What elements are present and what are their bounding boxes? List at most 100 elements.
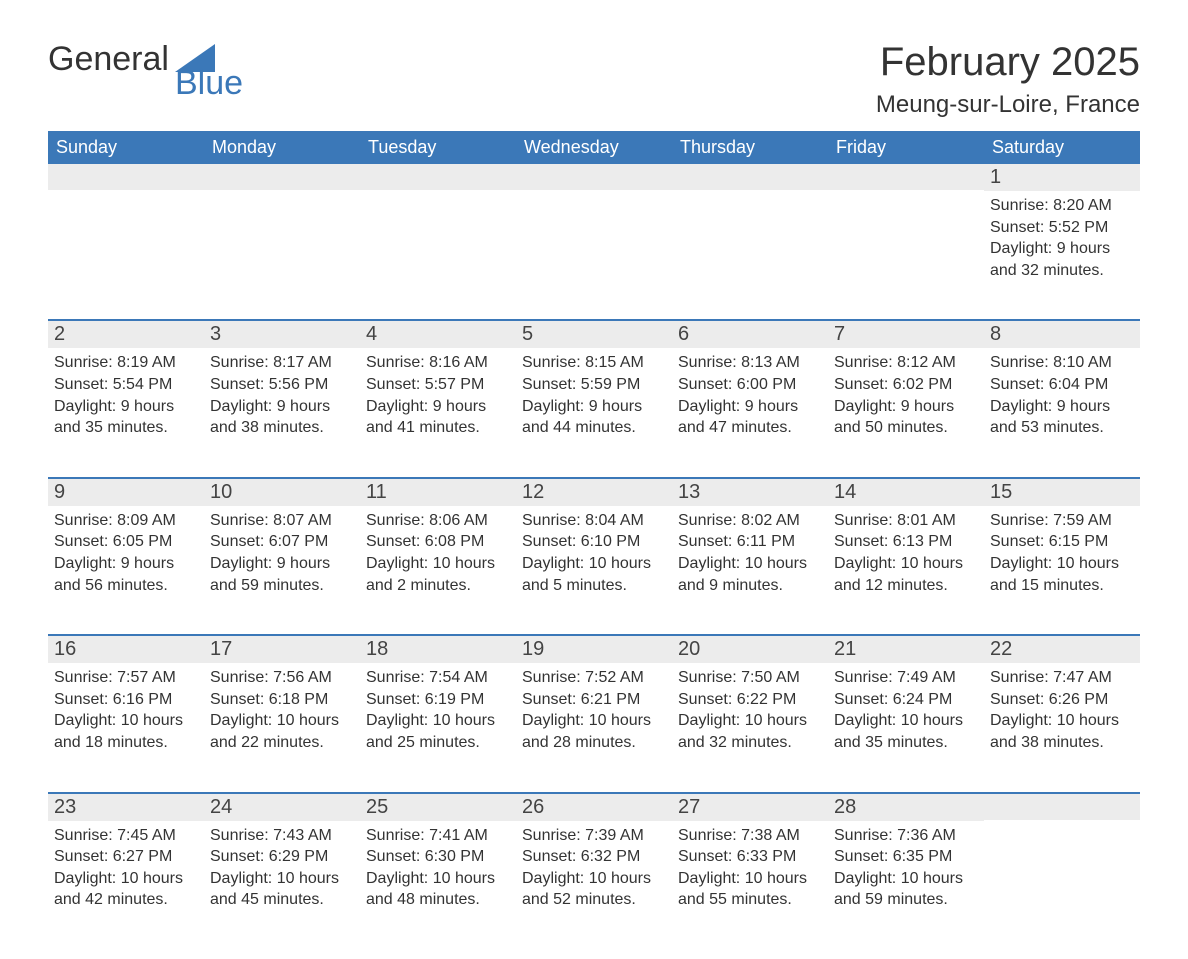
day-number: 27 xyxy=(672,794,828,821)
day-details: Sunrise: 8:12 AMSunset: 6:02 PMDaylight:… xyxy=(830,352,976,438)
day-number: 13 xyxy=(672,479,828,506)
day-number: 20 xyxy=(672,636,828,663)
day-number xyxy=(828,164,984,190)
weekday-header: Wednesday xyxy=(516,131,672,164)
day-details: Sunrise: 8:16 AMSunset: 5:57 PMDaylight:… xyxy=(362,352,508,438)
day-cell xyxy=(516,164,672,289)
day-details: Sunrise: 7:59 AMSunset: 6:15 PMDaylight:… xyxy=(986,510,1132,596)
day-details: Sunrise: 8:02 AMSunset: 6:11 PMDaylight:… xyxy=(674,510,820,596)
day-details: Sunrise: 7:57 AMSunset: 6:16 PMDaylight:… xyxy=(50,667,196,753)
day-cell: 21 Sunrise: 7:49 AMSunset: 6:24 PMDayligh… xyxy=(828,636,984,761)
calendar-grid: SundayMondayTuesdayWednesdayThursdayFrid… xyxy=(48,131,1140,919)
day-number: 4 xyxy=(360,321,516,348)
day-number: 28 xyxy=(828,794,984,821)
day-details: Sunrise: 8:13 AMSunset: 6:00 PMDaylight:… xyxy=(674,352,820,438)
day-details: Sunrise: 7:45 AMSunset: 6:27 PMDaylight:… xyxy=(50,825,196,911)
week-row: 9 Sunrise: 8:09 AMSunset: 6:05 PMDaylight… xyxy=(48,477,1140,604)
weekday-header: Tuesday xyxy=(360,131,516,164)
day-cell xyxy=(828,164,984,289)
day-number: 21 xyxy=(828,636,984,663)
day-number: 22 xyxy=(984,636,1140,663)
page-header: General Blue February 2025 Meung-sur-Loi… xyxy=(48,40,1140,119)
day-number xyxy=(48,164,204,190)
day-cell xyxy=(984,794,1140,919)
day-details: Sunrise: 7:49 AMSunset: 6:24 PMDaylight:… xyxy=(830,667,976,753)
day-cell xyxy=(360,164,516,289)
day-number: 3 xyxy=(204,321,360,348)
day-cell: 25Sunrise: 7:41 AMSunset: 6:30 PMDayligh… xyxy=(360,794,516,919)
day-number xyxy=(516,164,672,190)
weekday-header: Sunday xyxy=(48,131,204,164)
day-cell xyxy=(48,164,204,289)
day-number: 8 xyxy=(984,321,1140,348)
day-details: Sunrise: 7:50 AMSunset: 6:22 PMDaylight:… xyxy=(674,667,820,753)
day-cell: 19 Sunrise: 7:52 AMSunset: 6:21 PMDayligh… xyxy=(516,636,672,761)
day-number xyxy=(204,164,360,190)
day-details: Sunrise: 8:07 AMSunset: 6:07 PMDaylight:… xyxy=(206,510,352,596)
day-cell: 11 Sunrise: 8:06 AMSunset: 6:08 PMDayligh… xyxy=(360,479,516,604)
day-number xyxy=(672,164,828,190)
logo-text-blue: Blue xyxy=(175,64,243,103)
day-cell: 8 Sunrise: 8:10 AMSunset: 6:04 PMDaylight… xyxy=(984,321,1140,446)
brand-logo: General Blue xyxy=(48,40,243,79)
day-cell: 3 Sunrise: 8:17 AMSunset: 5:56 PMDaylight… xyxy=(204,321,360,446)
day-cell: 28Sunrise: 7:36 AMSunset: 6:35 PMDayligh… xyxy=(828,794,984,919)
day-number: 23 xyxy=(48,794,204,821)
day-details: Sunrise: 8:09 AMSunset: 6:05 PMDaylight:… xyxy=(50,510,196,596)
day-number: 7 xyxy=(828,321,984,348)
day-number xyxy=(360,164,516,190)
day-cell: 13 Sunrise: 8:02 AMSunset: 6:11 PMDayligh… xyxy=(672,479,828,604)
day-details: Sunrise: 8:17 AMSunset: 5:56 PMDaylight:… xyxy=(206,352,352,438)
day-cell: 20 Sunrise: 7:50 AMSunset: 6:22 PMDayligh… xyxy=(672,636,828,761)
day-number: 2 xyxy=(48,321,204,348)
day-details: Sunrise: 7:47 AMSunset: 6:26 PMDaylight:… xyxy=(986,667,1132,753)
day-cell xyxy=(204,164,360,289)
day-number: 26 xyxy=(516,794,672,821)
day-cell: 10Sunrise: 8:07 AMSunset: 6:07 PMDayligh… xyxy=(204,479,360,604)
day-cell: 12Sunrise: 8:04 AMSunset: 6:10 PMDayligh… xyxy=(516,479,672,604)
title-block: February 2025 Meung-sur-Loire, France xyxy=(876,40,1140,119)
day-number: 25 xyxy=(360,794,516,821)
day-number: 24 xyxy=(204,794,360,821)
week-row: 2 Sunrise: 8:19 AMSunset: 5:54 PMDaylight… xyxy=(48,319,1140,446)
day-number: 5 xyxy=(516,321,672,348)
day-details: Sunrise: 8:19 AMSunset: 5:54 PMDaylight:… xyxy=(50,352,196,438)
weekday-header-row: SundayMondayTuesdayWednesdayThursdayFrid… xyxy=(48,131,1140,164)
day-cell: 9 Sunrise: 8:09 AMSunset: 6:05 PMDaylight… xyxy=(48,479,204,604)
day-number: 11 xyxy=(360,479,516,506)
week-row: 23 Sunrise: 7:45 AMSunset: 6:27 PMDayligh… xyxy=(48,792,1140,919)
day-details: Sunrise: 7:56 AMSunset: 6:18 PMDaylight:… xyxy=(206,667,352,753)
day-cell: 27Sunrise: 7:38 AMSunset: 6:33 PMDayligh… xyxy=(672,794,828,919)
day-cell: 16 Sunrise: 7:57 AMSunset: 6:16 PMDayligh… xyxy=(48,636,204,761)
day-cell: 6 Sunrise: 8:13 AMSunset: 6:00 PMDaylight… xyxy=(672,321,828,446)
day-cell: 15Sunrise: 7:59 AMSunset: 6:15 PMDayligh… xyxy=(984,479,1140,604)
day-cell: 18 Sunrise: 7:54 AMSunset: 6:19 PMDayligh… xyxy=(360,636,516,761)
week-row: 16 Sunrise: 7:57 AMSunset: 6:16 PMDayligh… xyxy=(48,634,1140,761)
logo-text-general: General xyxy=(48,40,169,79)
day-number: 9 xyxy=(48,479,204,506)
day-cell: 24Sunrise: 7:43 AMSunset: 6:29 PMDayligh… xyxy=(204,794,360,919)
day-number: 18 xyxy=(360,636,516,663)
day-details: Sunrise: 8:10 AMSunset: 6:04 PMDaylight:… xyxy=(986,352,1132,438)
day-cell: 22 Sunrise: 7:47 AMSunset: 6:26 PMDayligh… xyxy=(984,636,1140,761)
location-label: Meung-sur-Loire, France xyxy=(876,91,1140,119)
day-cell: 7 Sunrise: 8:12 AMSunset: 6:02 PMDaylight… xyxy=(828,321,984,446)
day-number: 14 xyxy=(828,479,984,506)
weekday-header: Thursday xyxy=(672,131,828,164)
day-details: Sunrise: 7:54 AMSunset: 6:19 PMDaylight:… xyxy=(362,667,508,753)
day-cell xyxy=(672,164,828,289)
day-details: Sunrise: 7:52 AMSunset: 6:21 PMDaylight:… xyxy=(518,667,664,753)
day-details: Sunrise: 8:01 AMSunset: 6:13 PMDaylight:… xyxy=(830,510,976,596)
weekday-header: Friday xyxy=(828,131,984,164)
day-cell: 4 Sunrise: 8:16 AMSunset: 5:57 PMDaylight… xyxy=(360,321,516,446)
day-details: Sunrise: 7:39 AMSunset: 6:32 PMDaylight:… xyxy=(518,825,664,911)
week-row: 1Sunrise: 8:20 AMSunset: 5:52 PMDaylight… xyxy=(48,164,1140,289)
day-cell: 5 Sunrise: 8:15 AMSunset: 5:59 PMDaylight… xyxy=(516,321,672,446)
day-number: 19 xyxy=(516,636,672,663)
day-details: Sunrise: 8:06 AMSunset: 6:08 PMDaylight:… xyxy=(362,510,508,596)
day-details: Sunrise: 8:15 AMSunset: 5:59 PMDaylight:… xyxy=(518,352,664,438)
day-cell: 17Sunrise: 7:56 AMSunset: 6:18 PMDayligh… xyxy=(204,636,360,761)
day-number: 6 xyxy=(672,321,828,348)
day-number: 16 xyxy=(48,636,204,663)
weekday-header: Saturday xyxy=(984,131,1140,164)
